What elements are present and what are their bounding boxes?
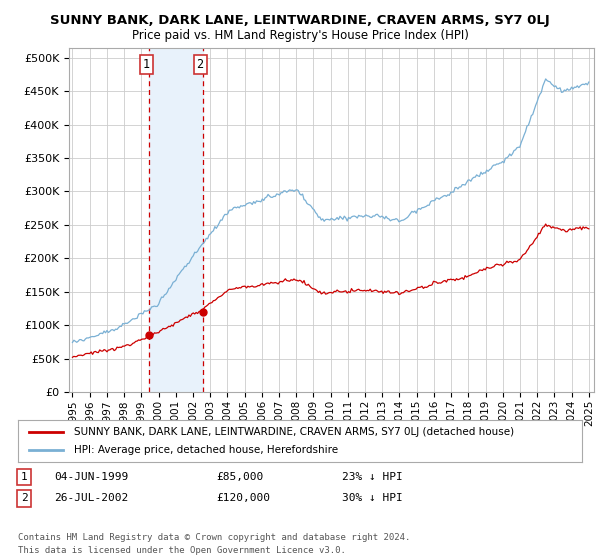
Text: 26-JUL-2002: 26-JUL-2002	[54, 493, 128, 503]
Text: 23% ↓ HPI: 23% ↓ HPI	[342, 472, 403, 482]
Text: £85,000: £85,000	[216, 472, 263, 482]
Text: SUNNY BANK, DARK LANE, LEINTWARDINE, CRAVEN ARMS, SY7 0LJ (detached house): SUNNY BANK, DARK LANE, LEINTWARDINE, CRA…	[74, 427, 515, 437]
Text: HPI: Average price, detached house, Herefordshire: HPI: Average price, detached house, Here…	[74, 445, 338, 455]
Text: 1: 1	[142, 58, 149, 71]
Text: 2: 2	[197, 58, 203, 71]
Bar	[149, 48, 203, 392]
Text: SUNNY BANK, DARK LANE, LEINTWARDINE, CRAVEN ARMS, SY7 0LJ: SUNNY BANK, DARK LANE, LEINTWARDINE, CRA…	[50, 14, 550, 27]
Text: Price paid vs. HM Land Registry's House Price Index (HPI): Price paid vs. HM Land Registry's House …	[131, 29, 469, 42]
Text: 30% ↓ HPI: 30% ↓ HPI	[342, 493, 403, 503]
Text: £120,000: £120,000	[216, 493, 270, 503]
Text: 04-JUN-1999: 04-JUN-1999	[54, 472, 128, 482]
Text: This data is licensed under the Open Government Licence v3.0.: This data is licensed under the Open Gov…	[18, 546, 346, 555]
Text: Contains HM Land Registry data © Crown copyright and database right 2024.: Contains HM Land Registry data © Crown c…	[18, 533, 410, 542]
Text: 1: 1	[20, 472, 28, 482]
Text: 2: 2	[20, 493, 28, 503]
